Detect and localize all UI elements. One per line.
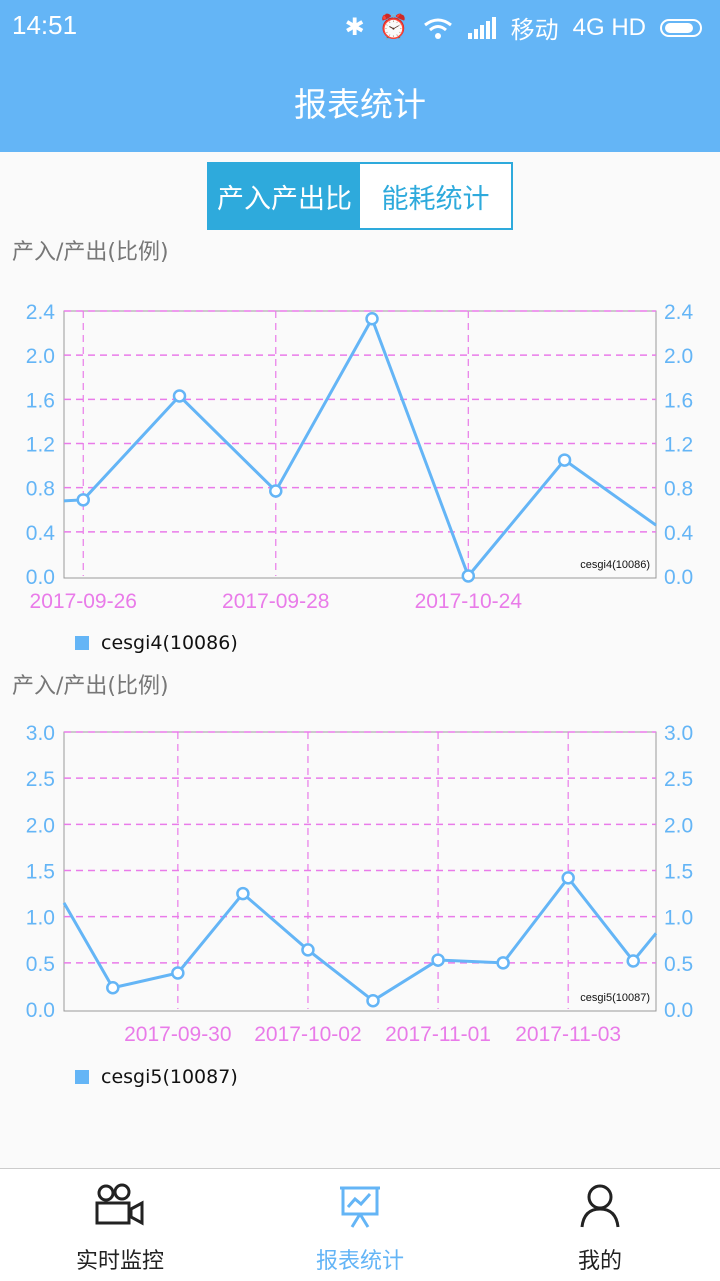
y-tick-label-left: 0.8 <box>26 478 55 501</box>
network-label: 4G HD <box>572 13 646 41</box>
data-point <box>557 453 572 467</box>
y-tick-label-left: 2.0 <box>26 345 55 368</box>
y-tick-label-left: 1.0 <box>26 907 55 930</box>
alarm-icon: ⏰ <box>378 14 409 41</box>
status-bar: 14:51 ✱ ⏰ 移动 4G HD <box>0 0 720 50</box>
x-tick-label: 2017-10-02 <box>254 1023 361 1046</box>
data-point <box>366 993 380 1008</box>
legend-label: cesgi4(10086) <box>101 632 238 654</box>
bluetooth-icon: ✱ <box>344 14 365 41</box>
nav-report-stats[interactable]: 报表统计 <box>240 1169 480 1281</box>
y-tick-label-right: 1.0 <box>664 907 693 930</box>
y-tick-label-right: 1.2 <box>664 434 693 457</box>
wifi-icon <box>423 18 452 39</box>
series-inner-label: cesgi5(10087) <box>580 992 650 1004</box>
y-tick-label-right: 1.6 <box>664 389 693 412</box>
battery-icon <box>660 18 702 37</box>
x-tick-label: 2017-11-03 <box>515 1023 621 1046</box>
y-tick-label-left: 0.0 <box>26 999 55 1022</box>
x-tick-label: 2017-09-28 <box>222 590 329 613</box>
x-tick-label: 2017-09-30 <box>124 1023 231 1046</box>
y-tick-label-right: 0.0 <box>664 999 693 1022</box>
data-point <box>365 311 379 326</box>
chart-2-title: 产入/产出(比例) <box>12 674 169 699</box>
y-tick-label-left: 2.5 <box>26 768 55 791</box>
y-tick-label-left: 0.4 <box>26 522 56 545</box>
status-time: 14:51 <box>12 10 78 40</box>
legend-swatch <box>75 1070 89 1084</box>
legend-swatch <box>75 636 89 650</box>
bottom-nav: 实时监控 报表统计 我的 <box>0 1168 720 1281</box>
data-point <box>626 954 640 968</box>
chart-1: 0.0 0.0 0.4 0.4 0.8 0.8 1.2 1.2 1.6 1.6 2.0 2.0 2.4 2… <box>26 301 694 613</box>
y-tick-label-left: 0.0 <box>26 566 55 589</box>
series-line <box>63 315 657 579</box>
report-chart-icon <box>340 1186 380 1228</box>
legend-label: cesgi5(10087) <box>101 1066 238 1088</box>
y-tick-label-left: 1.6 <box>26 389 55 412</box>
data-point <box>461 569 476 583</box>
data-point <box>431 953 445 967</box>
data-point <box>561 871 575 885</box>
video-camera-icon <box>95 1183 144 1226</box>
data-point <box>106 981 120 995</box>
tab-input-output-ratio[interactable]: 产入产出比 <box>209 164 360 228</box>
nav-realtime-monitor[interactable]: 实时监控 <box>0 1169 240 1281</box>
status-icons: ✱ ⏰ 移动 4G HD <box>345 10 702 45</box>
y-tick-label-right: 3.0 <box>664 722 693 745</box>
data-point <box>76 493 91 507</box>
y-tick-label-right: 0.5 <box>664 953 693 976</box>
data-point <box>301 943 315 957</box>
y-tick-label-right: 2.0 <box>664 814 693 837</box>
person-icon <box>580 1184 620 1228</box>
page-title: 报表统计 <box>294 85 426 124</box>
tab-energy-stats[interactable]: 能耗统计 <box>360 164 511 228</box>
nav-mine[interactable]: 我的 <box>480 1169 720 1281</box>
x-tick-label: 2017-09-26 <box>30 590 137 613</box>
chart-1-legend: cesgi4(10086) <box>75 632 238 654</box>
signal-icon <box>467 16 496 39</box>
data-point <box>172 389 187 403</box>
carrier-label: 移动 <box>510 17 559 44</box>
y-tick-label-left: 1.5 <box>26 861 55 884</box>
y-tick-label-right: 2.5 <box>664 768 693 791</box>
nav-label: 报表统计 <box>315 1249 404 1274</box>
x-tick-label: 2017-10-24 <box>415 590 523 613</box>
app-bar: 报表统计 <box>0 50 720 152</box>
data-point <box>236 886 250 901</box>
plot-frame <box>63 310 657 579</box>
y-tick-label-left: 1.2 <box>26 434 55 457</box>
data-point <box>496 956 510 970</box>
nav-label: 实时监控 <box>75 1249 164 1274</box>
plot-frame <box>63 731 657 1012</box>
y-tick-label-left: 3.0 <box>26 722 55 745</box>
y-tick-label-right: 0.0 <box>664 566 693 589</box>
y-tick-label-left: 0.5 <box>26 953 55 976</box>
chart-1-title: 产入/产出(比例) <box>12 240 169 265</box>
segment-control: 产入产出比 能耗统计 <box>207 162 513 230</box>
y-tick-label-right: 1.5 <box>664 861 693 884</box>
series-line <box>62 875 658 1003</box>
y-tick-label-right: 2.4 <box>664 301 694 324</box>
y-tick-label-left: 2.4 <box>26 301 56 324</box>
y-tick-label-right: 0.4 <box>664 522 694 545</box>
y-tick-label-right: 0.8 <box>664 478 693 501</box>
chart-2-legend: cesgi5(10087) <box>75 1066 238 1088</box>
data-point <box>269 484 283 498</box>
x-tick-label: 2017-11-01 <box>385 1023 491 1046</box>
y-tick-label-left: 2.0 <box>26 814 55 837</box>
series-inner-label: cesgi4(10086) <box>580 559 650 571</box>
y-tick-label-right: 2.0 <box>664 345 693 368</box>
data-point <box>171 966 185 980</box>
nav-label: 我的 <box>577 1249 622 1274</box>
chart-2: 0.0 0.0 0.5 0.5 1.0 1.0 1.5 1.5 2.0 2.0 2.5 2.5 3.0 3… <box>26 722 693 1046</box>
